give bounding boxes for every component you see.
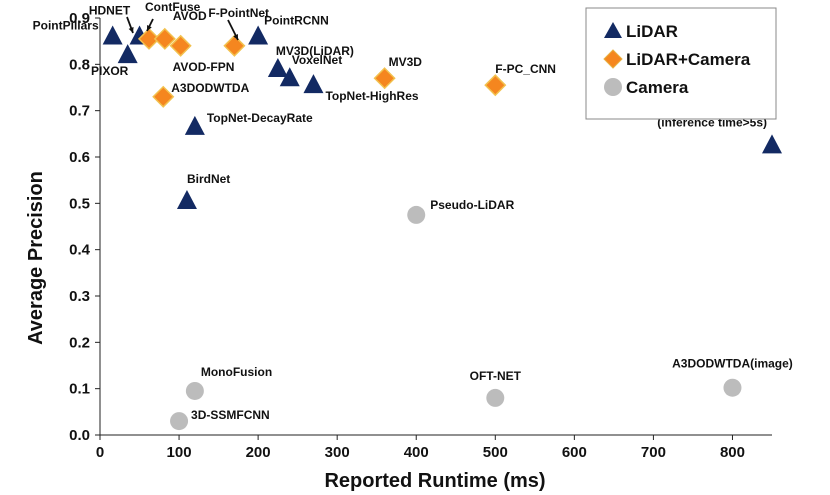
x-tick-label: 600 (562, 444, 587, 461)
y-tick-label: 0.2 (69, 334, 90, 351)
y-tick-label: 0.0 (69, 427, 90, 444)
legend-marker-camera (604, 78, 622, 96)
point-label: OFT-NET (470, 369, 522, 383)
legend-marker-lidar (604, 22, 622, 38)
point-lidar (248, 25, 269, 45)
y-tick-label: 0.5 (69, 195, 90, 212)
x-tick-label: 500 (483, 444, 508, 461)
point-lidar-camera (169, 34, 192, 57)
point-label: HDNET (89, 4, 131, 18)
legend-label-lidar: LiDAR (626, 22, 678, 41)
point-label: Pseudo-LiDAR (430, 198, 514, 212)
point-lidar (303, 74, 324, 94)
arrow-head (128, 27, 134, 33)
x-tick-label: 300 (325, 444, 350, 461)
points-layer (102, 25, 782, 431)
y-tick-label: 0.8 (69, 56, 90, 73)
legend-marker-lidar-camera (603, 49, 623, 69)
point-lidar (267, 57, 288, 77)
point-lidar (184, 115, 205, 135)
point-label: BirdNet (187, 172, 230, 186)
x-tick-label: 800 (720, 444, 745, 461)
point-camera (486, 388, 505, 407)
y-tick-label: 0.7 (69, 103, 90, 120)
point-lidar-camera (373, 67, 396, 90)
point-lidar (279, 67, 300, 87)
point-label: TopNet-DecayRate (207, 111, 313, 125)
point-label: PointRCNN (264, 14, 329, 28)
point-lidar-camera (223, 34, 246, 57)
point-label: F-PointNet (208, 6, 269, 20)
x-tick-label: 0 (96, 444, 104, 461)
x-tick-label: 200 (246, 444, 271, 461)
point-label: AVOD (173, 9, 207, 23)
y-tick-label: 0.9 (69, 10, 90, 27)
point-lidar-camera (152, 85, 175, 108)
point-label: TopNet-HighRes (325, 89, 418, 103)
point-label: PointPillars (33, 19, 99, 33)
axes-layer: 0 100 200 300 400 500 600 700 800 0.0 0.1 0.2 0.3 0.4… (69, 10, 772, 461)
point-lidar-camera (484, 74, 507, 97)
point-lidar (102, 25, 123, 45)
x-axis-title: Reported Runtime (ms) (324, 470, 545, 492)
point-camera (185, 381, 204, 400)
point-label: F-PC_CNN (495, 62, 556, 76)
point-lidar (762, 134, 782, 154)
point-camera (170, 412, 189, 431)
arrow-head (233, 34, 238, 40)
y-tick-label: 0.1 (69, 381, 90, 398)
point-lidar (117, 44, 138, 64)
point-lidar (176, 190, 197, 210)
x-tick-label: 700 (641, 444, 666, 461)
point-label: MV3D(LiDAR) (276, 44, 354, 58)
y-tick-label: 0.3 (69, 288, 90, 305)
point-label: PIXOR (91, 64, 129, 78)
y-tick-label: 0.4 (69, 242, 91, 259)
point-label: ContFuse (145, 0, 201, 14)
point-label: VoxelNet (292, 53, 342, 67)
x-tick-label: 100 (167, 444, 192, 461)
point-camera (723, 378, 742, 397)
point-label: MV3D (389, 55, 423, 69)
legend-label-camera: Camera (626, 78, 689, 97)
point-camera (407, 205, 426, 224)
y-tick-label: 0.6 (69, 149, 90, 166)
point-label: 3D-SSMFCNN (191, 408, 270, 422)
legend: LiDAR LiDAR+Camera Camera (585, 7, 777, 120)
legend-label-lidar-camera: LiDAR+Camera (626, 50, 751, 69)
point-label: AVOD-FPN (173, 60, 235, 74)
arrow-head (147, 25, 152, 31)
point-lidar-camera (153, 27, 176, 50)
x-tick-label: 400 (404, 444, 429, 461)
point-label: A3DODWTDA(image) (672, 357, 793, 371)
point-label: A3DODWTDA (171, 81, 249, 95)
point-label: MonoFusion (201, 365, 272, 379)
point-lidar-camera (137, 27, 161, 50)
y-axis-title: Average Precision (25, 171, 47, 345)
